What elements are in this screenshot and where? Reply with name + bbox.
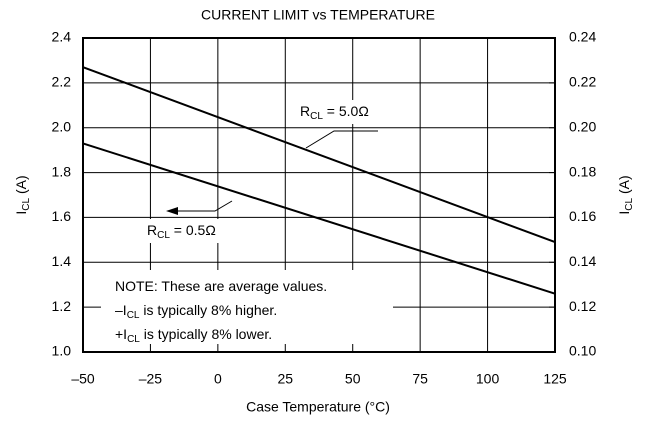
series-label-base: R bbox=[147, 222, 157, 238]
y-axis-label-sub: CL bbox=[21, 198, 32, 211]
y-tick-label: 1.2 bbox=[52, 298, 72, 314]
series-label-rest: = 0.5Ω bbox=[170, 222, 216, 238]
x-tick-label: 50 bbox=[345, 371, 361, 387]
x-tick-label: 75 bbox=[412, 371, 428, 387]
label-bg bbox=[140, 219, 240, 243]
note-base: +I bbox=[115, 326, 127, 342]
y2-tick-label: 0.14 bbox=[569, 253, 596, 269]
y-axis-label-rest: (A) bbox=[13, 175, 29, 198]
y2-tick-label: 0.12 bbox=[569, 298, 596, 314]
note-box bbox=[101, 270, 393, 344]
y2-axis-label: ICL (A) bbox=[616, 175, 635, 214]
x-tick-label: 100 bbox=[476, 371, 500, 387]
y2-tick-label: 0.20 bbox=[569, 118, 596, 134]
y2-axis-label-sub: CL bbox=[624, 198, 635, 211]
series-line bbox=[82, 66, 556, 244]
y2-axis-label-rest: (A) bbox=[616, 175, 632, 198]
y-axis-label: ICL (A) bbox=[13, 175, 32, 214]
note-text: NOTE: These are average values. bbox=[115, 278, 327, 294]
y2-axis-label-base: I bbox=[616, 211, 632, 215]
series-label-rest: = 5.0Ω bbox=[323, 103, 369, 119]
y2-tick-label: 0.22 bbox=[569, 74, 596, 90]
series-label-base: R bbox=[300, 103, 310, 119]
y-tick-label: 1.4 bbox=[52, 253, 72, 269]
y-axis-label-base: I bbox=[13, 211, 29, 215]
y-tick-label: 1.6 bbox=[52, 208, 72, 224]
note-rest: is typically 8% lower. bbox=[140, 326, 272, 342]
note: +ICL is typically 8% lower. bbox=[115, 326, 272, 345]
x-axis-label: Case Temperature (°C) bbox=[246, 399, 390, 415]
note-rest: is typically 8% higher. bbox=[139, 302, 277, 318]
label-bg bbox=[292, 100, 392, 124]
y-tick-label: 2.2 bbox=[52, 74, 72, 90]
arrow-head bbox=[166, 207, 178, 215]
x-tick-label: –50 bbox=[71, 371, 95, 387]
x-tick-label: 25 bbox=[277, 371, 293, 387]
note-sub: CL bbox=[127, 310, 140, 321]
y2-tick-label: 0.18 bbox=[569, 163, 596, 179]
y2-tick-label: 0.10 bbox=[569, 343, 596, 359]
y-tick-label: 2.0 bbox=[52, 118, 72, 134]
chart-title: CURRENT LIMIT vs TEMPERATURE bbox=[201, 7, 435, 23]
series-label-sub: CL bbox=[157, 230, 170, 241]
series-label: RCL = 0.5Ω bbox=[147, 222, 216, 241]
note-sub: CL bbox=[127, 334, 140, 345]
y2-tick-label: 0.16 bbox=[569, 208, 596, 224]
leader bbox=[305, 130, 378, 149]
x-tick-label: 0 bbox=[214, 371, 222, 387]
note: NOTE: These are average values. bbox=[115, 278, 327, 294]
x-tick-label: 125 bbox=[543, 371, 567, 387]
y-tick-label: 1.8 bbox=[52, 163, 72, 179]
x-tick-label: –25 bbox=[139, 371, 163, 387]
y2-tick-label: 0.24 bbox=[569, 29, 596, 45]
series-label-sub: CL bbox=[310, 111, 323, 122]
note-base: –I bbox=[115, 302, 127, 318]
series-line bbox=[82, 142, 556, 295]
y-tick-label: 2.4 bbox=[52, 29, 72, 45]
y-tick-label: 1.0 bbox=[52, 343, 72, 359]
leader bbox=[176, 200, 233, 212]
note: –ICL is typically 8% higher. bbox=[115, 302, 277, 321]
series-label: RCL = 5.0Ω bbox=[300, 103, 369, 122]
plot-frame bbox=[82, 37, 556, 353]
